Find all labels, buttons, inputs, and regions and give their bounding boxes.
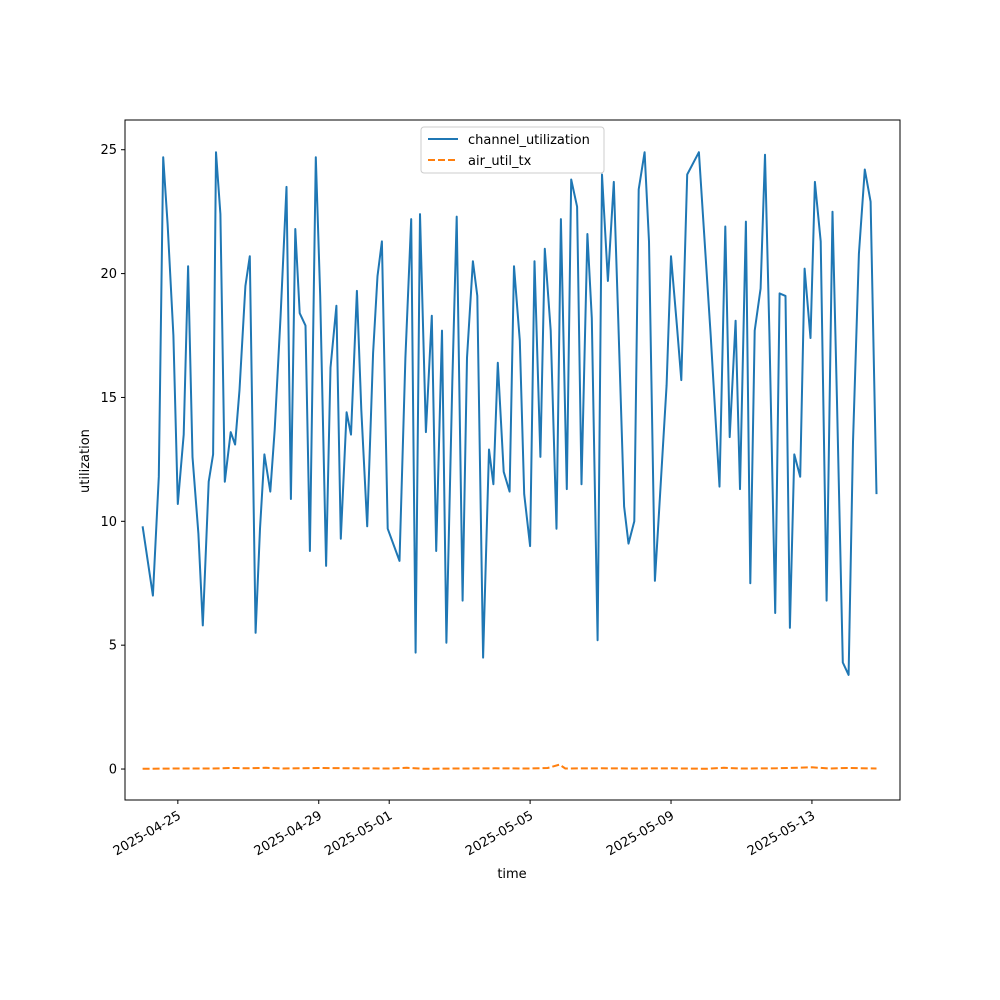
series-line-air-util-tx [142, 763, 877, 770]
y-axis: 0 5 10 15 20 25 [100, 143, 125, 778]
x-axis-label: time [497, 867, 526, 882]
y-axis-label: utilization [78, 429, 93, 493]
legend-label-channel-utilization: channel_utilization [468, 133, 590, 148]
series-line-channel-utilization [141, 151, 878, 676]
legend-box [420, 126, 605, 174]
plot-frame [124, 119, 901, 801]
legend-label-air-util-tx: air_util_tx [468, 154, 532, 169]
y-tick-label: 20 [100, 267, 117, 282]
legend: channel_utilization air_util_tx [420, 126, 605, 174]
y-tick-label: 0 [109, 763, 117, 778]
series-layer [141, 151, 878, 770]
y-tick-label: 15 [100, 391, 117, 406]
y-tick-label: 5 [109, 639, 117, 654]
plot-area [125, 120, 900, 800]
y-tick-label: 10 [100, 515, 117, 530]
y-tick-label: 25 [100, 143, 117, 158]
